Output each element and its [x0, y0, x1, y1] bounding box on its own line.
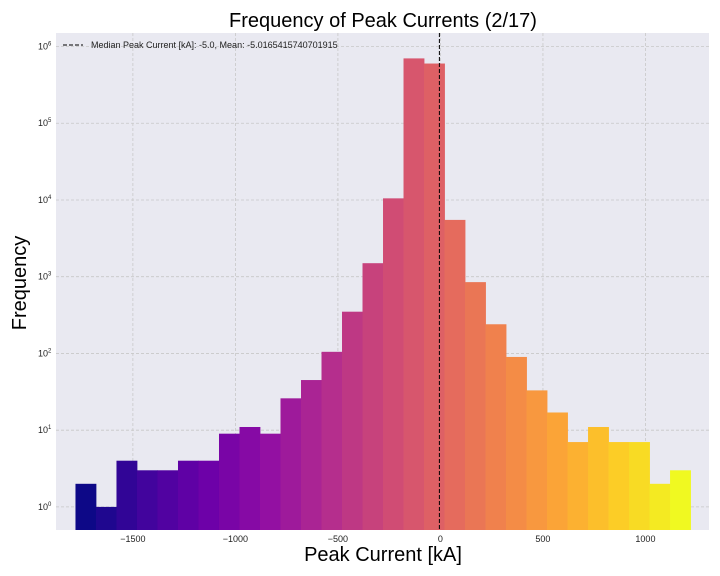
- y-tick-label: 103: [38, 272, 52, 282]
- x-axis-ticks: −1500 −1000 −500 0 500 1000: [120, 534, 655, 544]
- histogram-bar: [588, 426, 609, 530]
- histogram-bar: [95, 506, 117, 530]
- y-axis-label: Frequency: [9, 236, 31, 331]
- y-tick-label: 104: [38, 195, 52, 205]
- x-tick-label: −500: [328, 534, 348, 544]
- x-tick-label: 0: [438, 534, 443, 544]
- histogram-bar: [239, 426, 261, 530]
- legend: Median Peak Current [kA]: -5.0, Mean: -5…: [63, 40, 338, 50]
- histogram-bar: [403, 58, 425, 530]
- histogram-bar: [485, 324, 507, 530]
- histogram-bar: [506, 356, 527, 530]
- histogram-bar: [629, 442, 650, 530]
- y-tick-label: 101: [38, 425, 52, 435]
- histogram-bar: [280, 398, 302, 530]
- histogram-bar: [465, 282, 486, 530]
- histogram-bar: [259, 433, 281, 530]
- histogram-bar: [444, 219, 466, 530]
- histogram-bar: [608, 442, 630, 530]
- histogram-bar: [177, 460, 199, 530]
- histogram-bar: [567, 442, 589, 530]
- histogram-bar: [424, 63, 445, 531]
- x-tick-label: −1500: [120, 534, 145, 544]
- x-axis-label: Peak Current [kA]: [304, 544, 462, 566]
- histogram-bar: [649, 483, 671, 530]
- x-tick-label: 500: [535, 534, 550, 544]
- histogram-bar: [321, 351, 343, 530]
- histogram-bar: [116, 460, 138, 530]
- y-axis-ticks: 100 101 102 103 104 105 106: [38, 42, 52, 512]
- histogram-bar: [342, 311, 363, 530]
- y-tick-label: 105: [38, 118, 52, 128]
- x-tick-label: −1000: [223, 534, 248, 544]
- y-tick-label: 102: [38, 348, 52, 358]
- histogram-bars: [75, 58, 691, 531]
- y-tick-label: 106: [38, 42, 52, 52]
- histogram-bar: [362, 263, 384, 530]
- histogram-bar: [383, 198, 404, 530]
- chart-title: Frequency of Peak Currents (2/17): [229, 10, 537, 32]
- histogram-bar: [670, 470, 691, 530]
- histogram-bar: [547, 412, 568, 530]
- x-tick-label: 1000: [635, 534, 655, 544]
- histogram-bar: [136, 470, 158, 530]
- histogram-bar: [198, 460, 220, 530]
- histogram-bar: [75, 483, 97, 530]
- histogram-bar: [157, 470, 179, 530]
- histogram-bar: [526, 390, 548, 530]
- histogram-bar: [218, 433, 240, 530]
- legend-entry: Median Peak Current [kA]: -5.0, Mean: -5…: [91, 40, 338, 50]
- y-tick-label: 100: [38, 502, 52, 512]
- histogram-bar: [301, 380, 322, 530]
